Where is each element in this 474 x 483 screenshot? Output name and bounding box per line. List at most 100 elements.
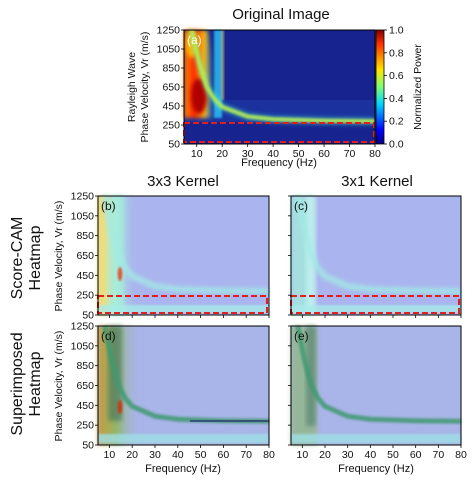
panel-d-ylabel: Phase Velocity, Vr (m/s) — [53, 331, 65, 442]
colorbar-tick-label: 0.8 — [389, 47, 404, 59]
panel-d-dispersion-curve — [102, 325, 270, 424]
x-tick-label: 70 — [240, 449, 252, 461]
panel-d-axes: 10 20 30 40 50 60 70 80 50 250 450 650 850 1050 1250 — [71, 321, 275, 462]
x-tick-label: 80 — [263, 449, 275, 461]
y-tick-label: 50 — [82, 440, 94, 452]
y-tick-label: 450 — [76, 270, 94, 282]
panel-b-left-edge — [98, 196, 106, 315]
row-label-superimposed-line2: Heatmap — [27, 351, 44, 416]
x-tick-label: 20 — [216, 148, 228, 160]
panel-c-dispersion-curve — [294, 195, 462, 295]
x-tick-label: 60 — [218, 449, 230, 461]
x-tick-label: 70 — [432, 449, 444, 461]
y-tick-label: 450 — [76, 400, 94, 412]
y-tick-label: 1250 — [157, 25, 181, 37]
title-3x3-kernel: 3x3 Kernel — [147, 173, 219, 190]
panel-b-scorecam-3x3: (b) 50 250 450 650 850 1050 1250 Phase Velocit… — [53, 191, 270, 322]
x-tick-label: 20 — [126, 449, 138, 461]
panel-b-low-band — [98, 305, 269, 313]
panel-c-background — [291, 196, 461, 315]
panel-a-mid-band — [184, 100, 375, 122]
y-tick-label: 1250 — [71, 321, 95, 333]
row-label-scorecam-line2: Heatmap — [27, 225, 44, 290]
x-tick-label: 20 — [319, 449, 331, 461]
panel-c-low-band — [291, 305, 461, 313]
x-tick-label: 30 — [342, 449, 354, 461]
y-tick-label: 250 — [76, 420, 94, 432]
x-tick-label: 40 — [172, 449, 184, 461]
panel-a-ylabel: Phase Velocity, Vr (m/s) — [139, 32, 151, 143]
colorbar-tick-label: 0.0 — [389, 139, 404, 151]
y-tick-label: 450 — [162, 101, 180, 113]
panel-e-axes: 10 20 30 40 50 60 70 80 — [288, 325, 467, 461]
y-tick-label: 1050 — [157, 44, 181, 56]
colorbar-label: Normalized Power — [412, 44, 424, 130]
row-label-scorecam: Score-CAM Heatmap — [9, 217, 44, 300]
panel-e-label: (e) — [294, 329, 309, 343]
y-tick-label: 1050 — [71, 340, 95, 352]
x-tick-label: 60 — [410, 449, 422, 461]
colorbar-tick-label: 0.4 — [389, 93, 404, 105]
title-original: Original Image — [232, 6, 330, 23]
panel-a-original: (a) 10 20 30 40 50 60 70 80 50 250 450 650 850 1050 12… — [126, 25, 381, 170]
y-tick-label: 850 — [76, 230, 94, 242]
row-label-superimposed-line1: Superimposed — [9, 332, 26, 435]
panel-a-vertical-band — [214, 30, 222, 118]
panel-a-hot-core — [191, 78, 207, 114]
y-tick-label: 250 — [76, 290, 94, 302]
panel-a-dispersion-curve-glow — [188, 29, 376, 125]
panel-e-low-band — [291, 434, 461, 443]
panel-d-hot-spot — [117, 400, 123, 414]
x-tick-label: 80 — [455, 449, 467, 461]
panel-a-axes: 10 20 30 40 50 60 70 80 50 250 450 650 850 1050 1250 — [157, 25, 381, 161]
panel-b-hot-spot — [117, 267, 123, 281]
colorbar-tick-label: 0.6 — [389, 70, 404, 82]
panel-d-label: (d) — [101, 329, 116, 343]
row-label-scorecam-line1: Score-CAM — [9, 217, 26, 300]
panel-b-dispersion-curve — [101, 195, 270, 295]
colorbar: 0.0 0.2 0.4 0.6 0.8 1.0 Normalized Power — [375, 25, 424, 151]
y-tick-label: 50 — [82, 310, 94, 322]
panel-a-vertical-band-2 — [221, 30, 224, 100]
colorbar-tick-label: 1.0 — [389, 25, 404, 37]
x-tick-label: 80 — [369, 148, 381, 160]
colorbar-ticks: 0.0 0.2 0.4 0.6 0.8 1.0 — [384, 25, 404, 151]
x-tick-label: 10 — [296, 449, 308, 461]
x-tick-label: 10 — [191, 148, 203, 160]
x-tick-label: 60 — [318, 148, 330, 160]
y-tick-label: 1050 — [71, 210, 95, 222]
panel-b-axes: 50 250 450 650 850 1050 1250 — [71, 191, 270, 322]
panel-a-label: (a) — [187, 33, 202, 47]
x-tick-label: 30 — [242, 148, 254, 160]
y-tick-label: 650 — [76, 250, 94, 262]
panel-e-xlabel: Frequency (Hz) — [338, 463, 414, 475]
title-3x1-kernel: 3x1 Kernel — [341, 173, 413, 190]
panel-b-label: (b) — [101, 199, 116, 213]
colorbar-tick-label: 0.2 — [389, 116, 404, 128]
panel-e-dispersion-curve — [295, 325, 462, 424]
x-tick-label: 50 — [387, 449, 399, 461]
row-label-superimposed: Superimposed Heatmap — [9, 332, 44, 435]
x-tick-label: 30 — [149, 449, 161, 461]
x-tick-label: 70 — [344, 148, 356, 160]
y-tick-label: 250 — [162, 120, 180, 132]
x-tick-label: 40 — [364, 449, 376, 461]
panel-b-ylabel: Phase Velocity, Vr (m/s) — [53, 201, 65, 312]
x-tick-label: 10 — [104, 449, 116, 461]
panel-c-scorecam-3x1: (c) — [288, 195, 462, 318]
y-tick-label: 850 — [76, 360, 94, 372]
panel-c-axes — [288, 195, 462, 318]
y-tick-label: 50 — [168, 139, 180, 151]
panel-e-background — [291, 326, 461, 445]
panel-d-superimposed-3x3: (d) 10 20 30 40 50 60 70 80 50 250 450 650 850 1050 12… — [53, 321, 275, 476]
y-tick-label: 850 — [162, 63, 180, 75]
x-tick-label: 50 — [293, 148, 305, 160]
panel-d-xlabel: Frequency (Hz) — [145, 463, 221, 475]
x-tick-label: 40 — [267, 148, 279, 160]
panel-d-low-band — [98, 434, 269, 443]
y-tick-label: 650 — [76, 380, 94, 392]
panel-a-xlabel: Frequency (Hz) — [241, 157, 317, 169]
x-tick-label: 50 — [195, 449, 207, 461]
panel-c-label: (c) — [294, 199, 308, 213]
